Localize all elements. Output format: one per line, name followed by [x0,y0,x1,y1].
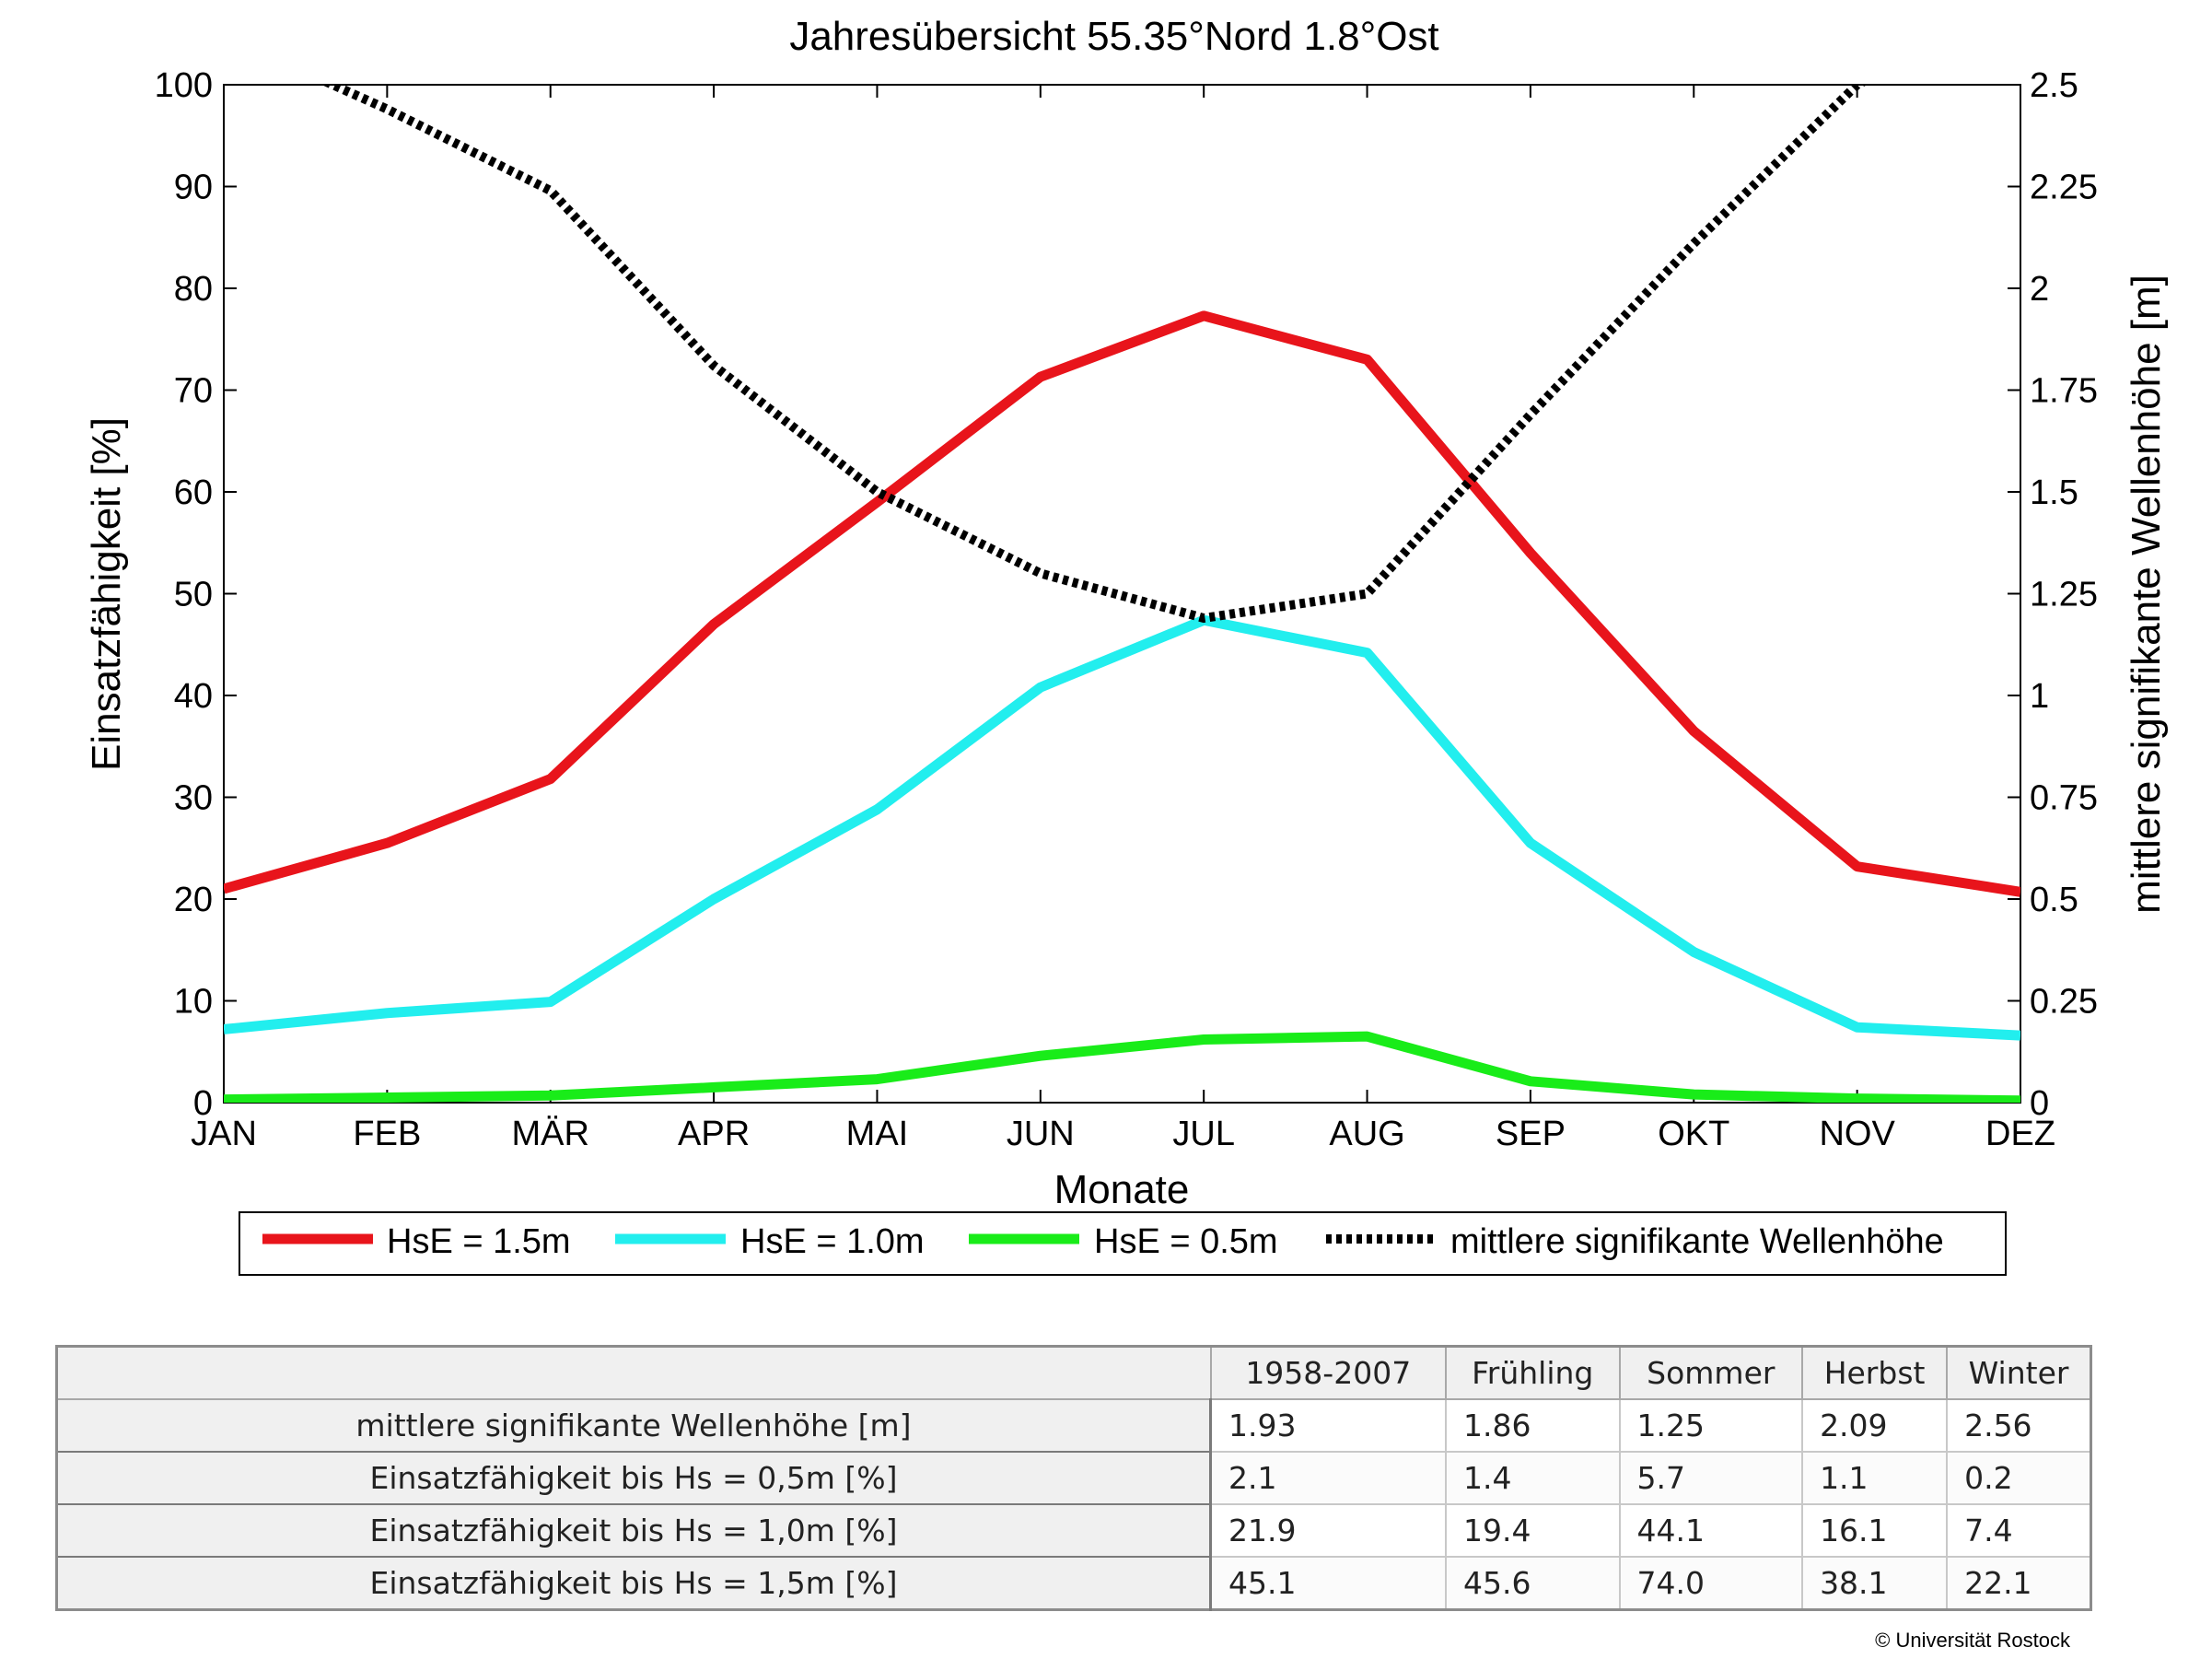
legend-label-3: mittlere signifikante Wellenhöhe [1450,1222,1944,1261]
x-tick-label: APR [678,1115,750,1153]
table-cell: 38.1 [1801,1556,1949,1611]
x-tick-label: MÄR [512,1115,589,1153]
table-cell: 5.7 [1618,1451,1804,1505]
y2-tick-label: 1 [2030,677,2049,716]
table-corner-cell [55,1345,1212,1400]
table-cell: 21.9 [1209,1503,1448,1558]
y2-tick-label: 0.75 [2030,779,2098,818]
table-row: Einsatzfähigkeit bis Hs = 1,0m [%] 21.9 … [55,1503,2092,1558]
x-tick-label: JAN [191,1115,257,1153]
table-cell: 2.09 [1801,1398,1949,1453]
series-line-2 [224,1031,2020,1103]
x-tick-label: NOV [1819,1115,1895,1153]
y-axis-title: Einsatzfähigkeit [%] [84,417,129,771]
row-label: Einsatzfähigkeit bis Hs = 1,0m [%] [55,1503,1212,1558]
table-cell: 2.56 [1946,1398,2092,1453]
table-cell: 45.6 [1445,1556,1621,1611]
y-tick-label: 10 [174,983,213,1022]
x-tick-label: JUN [1007,1115,1075,1153]
ticks-layer: 0 10 20 30 40 50 60 70 80 90 100 0 0.25 0.5 0.75 1 1.25 1… [155,66,2098,1153]
table-cell: 1.86 [1445,1398,1621,1453]
x-tick-label: AUG [1329,1115,1404,1153]
y2-tick-label: 0.5 [2030,881,2078,919]
row-label: mittlere signifikante Wellenhöhe [m] [55,1398,1212,1453]
series-line-0 [224,310,2020,897]
y2-tick-label: 2 [2030,270,2049,309]
y-tick-label: 20 [174,881,213,919]
y-tick-label: 90 [174,169,213,207]
y-tick-label: 40 [174,677,213,716]
table-cell: 7.4 [1946,1503,2092,1558]
y2-tick-label: 1.75 [2030,372,2098,411]
legend-box [239,1211,2007,1276]
y2-tick-label: 2.25 [2030,169,2098,207]
table-cell: 1.93 [1209,1398,1448,1453]
chart-title: Jahresübersicht 55.35°Nord 1.8°Ost [789,14,1438,59]
table-cell: 2.1 [1209,1451,1448,1505]
legend-label-1: HsE = 1.0m [740,1222,925,1261]
x-tick-label: JUL [1172,1115,1235,1153]
legend: HsE = 1.5m HsE = 1.0m HsE = 0.5m mittlere s… [262,1222,1944,1261]
stats-table: 1958-2007 Frühling Sommer Herbst Winter … [55,1345,2092,1611]
y2-tick-label: 2.5 [2030,66,2078,105]
legend-label-0: HsE = 1.5m [387,1222,571,1261]
y-tick-label: 30 [174,779,213,818]
table-cell: 1.25 [1618,1398,1804,1453]
table-row: Einsatzfähigkeit bis Hs = 0,5m [%] 2.1 1… [55,1451,2092,1505]
table-cell: 22.1 [1946,1556,2092,1611]
wave-chart: Jahresübersicht 55.35°Nord 1.8°Ost 01020… [84,14,2169,1276]
y-tick-label: 80 [174,270,213,309]
table-cell: 0.2 [1946,1451,2092,1505]
series-layer [224,85,2020,1103]
table-cell: 44.1 [1618,1503,1804,1558]
series-line-3 [321,85,1868,624]
x-tick-label: SEP [1496,1115,1566,1153]
legend-label-2: HsE = 0.5m [1094,1222,1278,1261]
x-tick-label: DEZ [1985,1115,2055,1153]
table-row: Einsatzfähigkeit bis Hs = 1,5m [%] 45.1 … [55,1556,2092,1611]
table-header-row: 1958-2007 Frühling Sommer Herbst Winter [55,1345,2092,1400]
table-cell: 19.4 [1445,1503,1621,1558]
y2-tick-label: 0 [2030,1084,2049,1123]
x-tick-label: MAI [846,1115,909,1153]
table-cell: 45.1 [1209,1556,1448,1611]
header-summer: Sommer [1618,1345,1804,1400]
y2-tick-label: 1.5 [2030,473,2078,512]
y-tick-label: 50 [174,576,213,614]
x-tick-label: FEB [353,1115,421,1153]
table-row: mittlere signifikante Wellenhöhe [m] 1.9… [55,1398,2092,1453]
y2-tick-label: 0.25 [2030,983,2098,1022]
copyright-notice: © Universität Rostock [1875,1629,2070,1652]
table-cell: 1.4 [1445,1451,1621,1505]
header-period: 1958-2007 [1209,1345,1448,1400]
x-tick-label: OKT [1658,1115,1729,1153]
y2-axis-title: mittlere signifikante Wellenhöhe [m] [2124,275,2169,914]
y-tick-label: 60 [174,473,213,512]
header-winter: Winter [1946,1345,2092,1400]
y-tick-label: 100 [155,66,213,105]
table-cell: 74.0 [1618,1556,1804,1611]
table-cell: 1.1 [1801,1451,1949,1505]
y-tick-label: 70 [174,372,213,411]
header-autumn: Herbst [1801,1345,1949,1400]
row-label: Einsatzfähigkeit bis Hs = 1,5m [%] [55,1556,1212,1611]
series-line-1 [224,614,2020,1041]
header-spring: Frühling [1445,1345,1621,1400]
y2-tick-label: 1.25 [2030,576,2098,614]
row-label: Einsatzfähigkeit bis Hs = 0,5m [%] [55,1451,1212,1505]
table-cell: 16.1 [1801,1503,1949,1558]
x-axis-title: Monate [1054,1167,1190,1212]
y-tick-label: 0 [193,1084,213,1123]
